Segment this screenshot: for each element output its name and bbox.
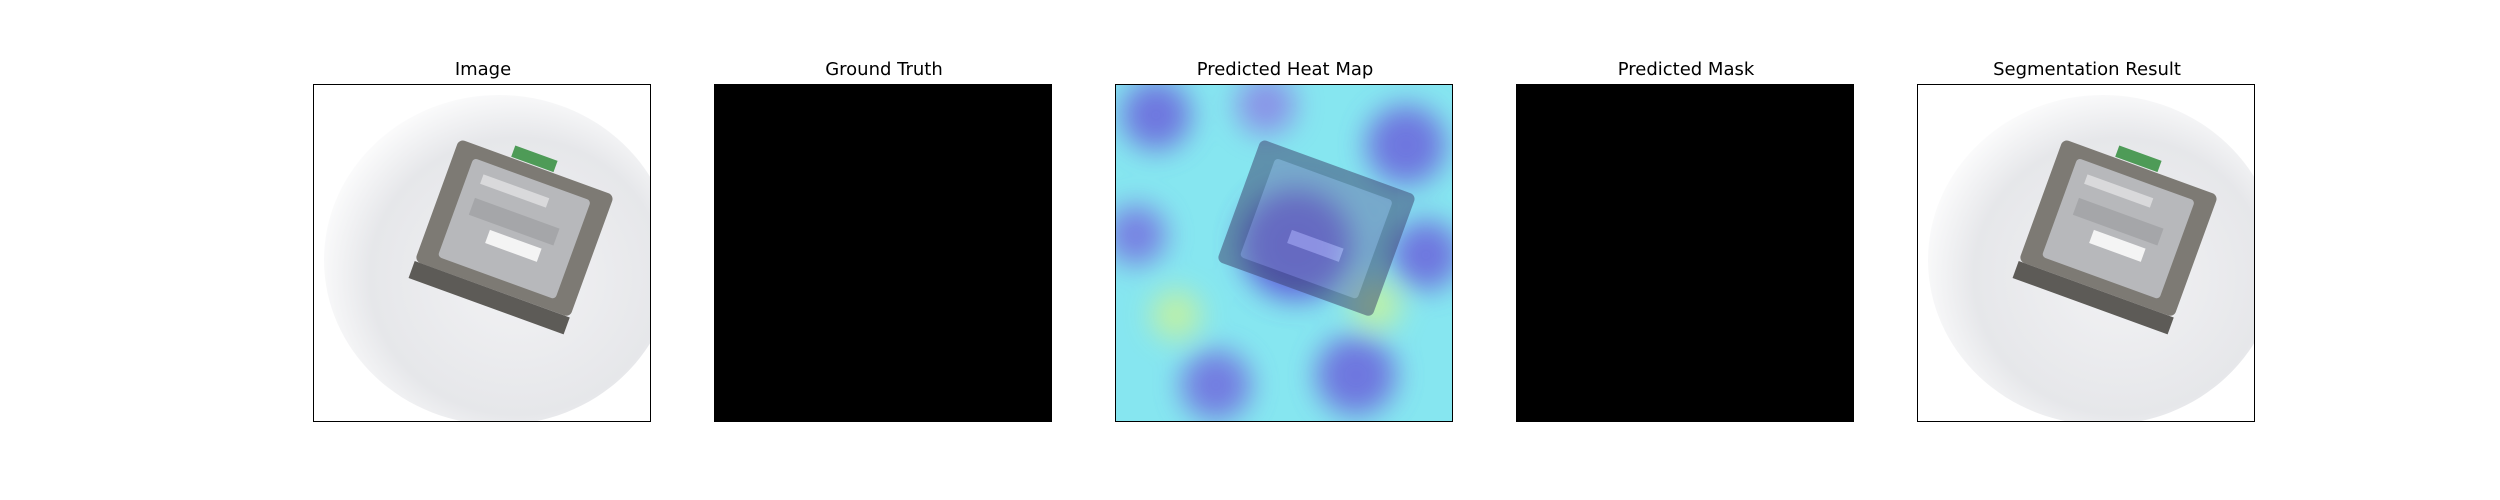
heat-map-overlay	[1116, 85, 1452, 421]
ground-truth-mask	[714, 84, 1052, 422]
panel-heat-map: Predicted Heat Map	[1115, 0, 1455, 500]
panel-title-heat-map: Predicted Heat Map	[1196, 59, 1374, 80]
panel-image: Image	[313, 0, 653, 500]
heat-map-frame	[1115, 84, 1453, 422]
panel-title-predicted-mask: Predicted Mask	[1617, 59, 1755, 80]
panel-title-image: Image	[454, 59, 512, 80]
panel-segmentation-result: Segmentation Result	[1917, 0, 2257, 500]
segmentation-photo	[1918, 85, 2254, 421]
predicted-mask	[1516, 84, 1854, 422]
panel-title-ground-truth: Ground Truth	[825, 59, 943, 80]
device-photo	[314, 85, 650, 421]
panel-title-segmentation-result: Segmentation Result	[1993, 59, 2181, 80]
panel-predicted-mask: Predicted Mask	[1516, 0, 1856, 500]
panel-ground-truth: Ground Truth	[714, 0, 1054, 500]
image-frame	[313, 84, 651, 422]
segmentation-frame	[1917, 84, 2255, 422]
